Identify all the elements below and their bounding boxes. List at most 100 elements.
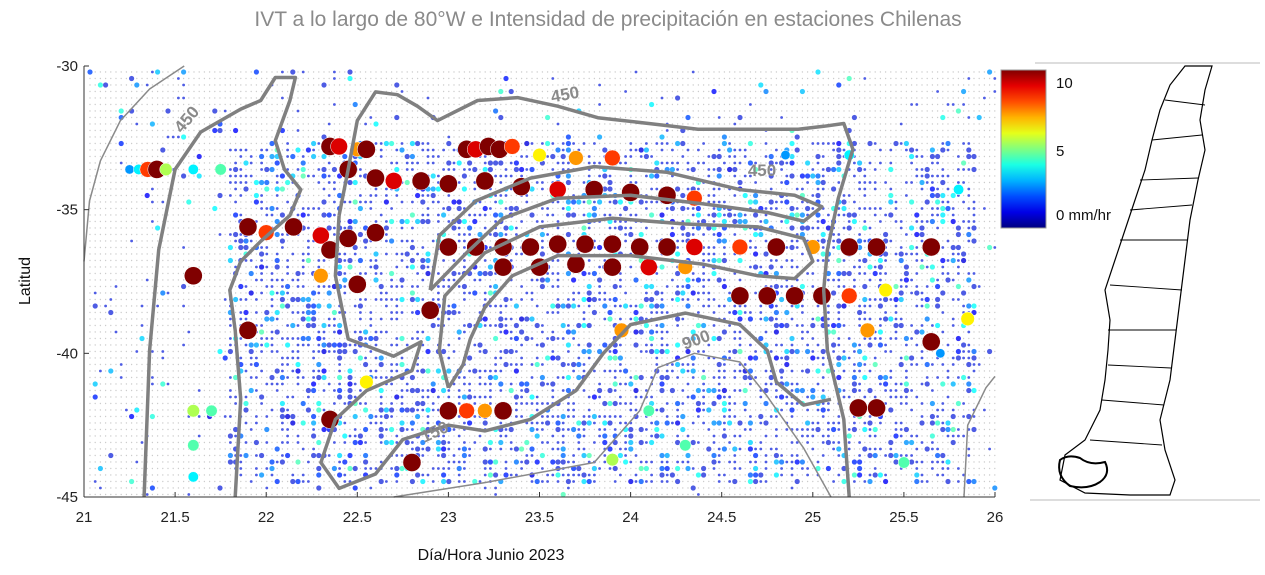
station-dot — [271, 402, 273, 405]
station-dot — [406, 402, 408, 405]
station-dot — [474, 175, 476, 177]
station-dot — [292, 448, 294, 450]
station-dot — [375, 214, 377, 216]
station-dot — [130, 318, 133, 320]
station-dot — [110, 363, 112, 366]
station-dot — [364, 298, 367, 301]
station-dot — [130, 389, 133, 392]
station-dot — [312, 409, 315, 411]
station-dot — [344, 214, 346, 216]
station-dot — [453, 292, 455, 294]
station-dot — [390, 214, 393, 216]
station-dot — [188, 110, 190, 112]
station-dot — [203, 331, 206, 333]
station-dot — [422, 155, 424, 158]
station-dot — [437, 363, 440, 366]
station-dot — [270, 408, 274, 412]
station-dot — [110, 123, 112, 125]
station-dot — [430, 387, 436, 394]
station-dot — [370, 214, 372, 216]
station-dot — [405, 239, 409, 243]
station-dot — [281, 337, 284, 340]
station-dot — [89, 279, 91, 281]
station-dot — [125, 402, 128, 405]
station-dot — [431, 200, 435, 204]
station-dot — [219, 214, 221, 216]
station-dot — [162, 155, 164, 158]
station-dot — [255, 356, 258, 360]
station-dot — [141, 350, 143, 353]
station-dot — [141, 175, 143, 177]
station-dot — [374, 259, 378, 262]
station-dot — [468, 350, 471, 353]
station-dot — [442, 110, 445, 112]
station-dot — [353, 428, 357, 431]
station-dot — [395, 480, 399, 483]
station-dot — [453, 474, 455, 476]
station-dot — [380, 311, 382, 314]
station-dot — [406, 129, 408, 132]
station-dot — [347, 75, 353, 82]
station-dot — [198, 116, 200, 119]
station-dot — [286, 188, 289, 190]
station-dot — [162, 461, 164, 463]
station-dot — [297, 415, 299, 418]
station-dot — [474, 71, 476, 73]
station-dot — [141, 422, 143, 424]
station-dot — [151, 266, 154, 268]
station-dot — [141, 181, 143, 184]
station-dot — [94, 266, 96, 268]
station-dot — [437, 272, 440, 275]
station-dot — [151, 428, 154, 431]
station-dot — [390, 246, 393, 249]
station-dot — [426, 415, 430, 418]
station-dot — [203, 363, 206, 366]
station-dot — [435, 186, 441, 192]
station-dot — [479, 298, 481, 301]
station-dot — [286, 200, 289, 204]
station-dot — [432, 227, 434, 229]
station-dot — [453, 337, 455, 340]
station-dot — [214, 103, 216, 106]
station-dot — [431, 467, 435, 470]
station-dot — [312, 487, 315, 489]
station-dot — [264, 309, 270, 316]
station-dot — [135, 122, 139, 126]
station-dot — [146, 246, 148, 249]
station-dot — [422, 129, 424, 132]
station-dot — [374, 272, 378, 275]
station-dot — [379, 213, 383, 217]
station-dot — [245, 467, 247, 470]
station-dot — [125, 240, 128, 242]
station-dot — [292, 331, 294, 333]
station-dot — [338, 382, 341, 386]
station-dot — [270, 343, 274, 347]
station-dot — [172, 142, 174, 145]
station-dot — [375, 363, 377, 366]
station-dot — [463, 291, 466, 295]
station-dot — [94, 409, 96, 411]
station-dot — [385, 162, 388, 164]
station-dot — [343, 291, 347, 295]
station-dot — [359, 129, 362, 132]
station-dot — [110, 318, 112, 320]
station-dot — [270, 285, 274, 288]
station-dot — [141, 266, 143, 268]
station-dot — [219, 246, 221, 249]
station-dot — [321, 322, 327, 329]
station-dot — [318, 123, 320, 125]
station-dot — [390, 487, 393, 489]
station-dot — [463, 136, 466, 138]
station-dot — [229, 97, 232, 99]
station-dot — [255, 350, 258, 353]
station-dot — [234, 389, 237, 392]
station-dot — [442, 90, 445, 93]
station-dot — [259, 472, 265, 478]
station-dot — [292, 168, 294, 171]
station-dot — [321, 348, 327, 355]
station-dot — [375, 110, 377, 112]
station-dot — [479, 129, 481, 132]
station-dot — [129, 478, 135, 485]
station-dot — [416, 266, 419, 268]
station-dot — [437, 408, 440, 412]
